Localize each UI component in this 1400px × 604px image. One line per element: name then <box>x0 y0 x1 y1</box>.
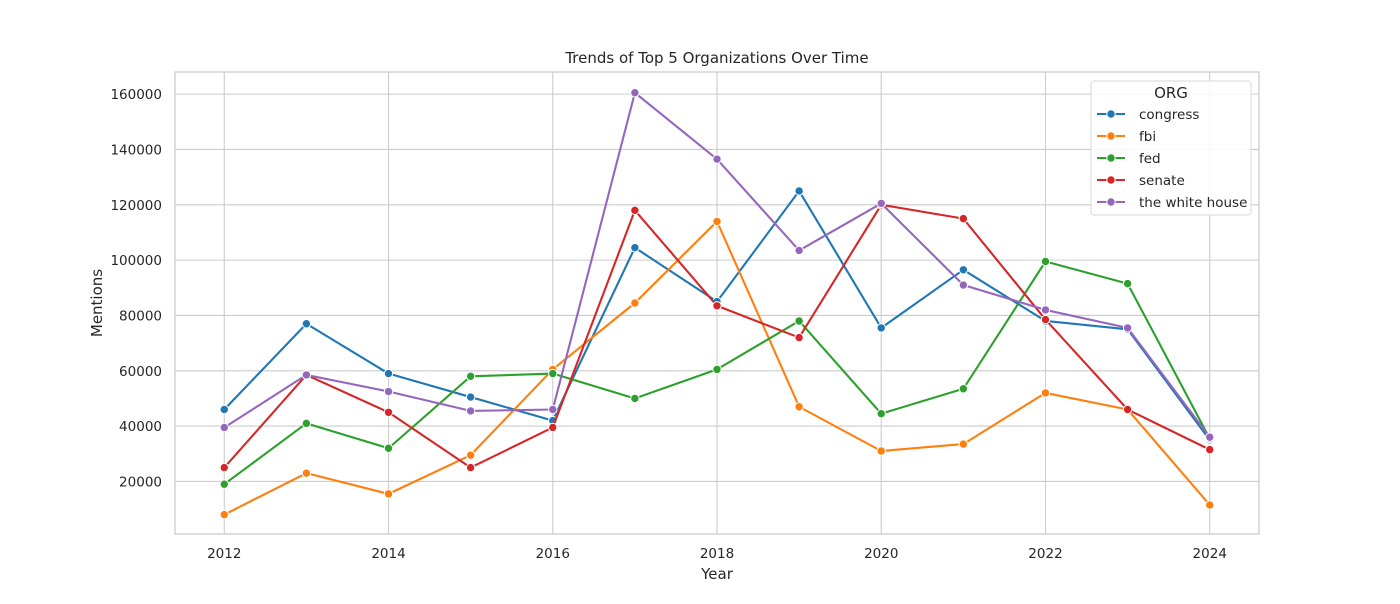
y-tick-label: 40000 <box>119 419 162 435</box>
x-tick-label: 2020 <box>864 546 898 562</box>
legend-marker <box>1106 153 1116 163</box>
legend-marker <box>1106 197 1116 207</box>
data-point <box>465 392 476 402</box>
legend-items: congress fbi fed senate the white house <box>1097 107 1247 211</box>
data-point <box>301 319 312 329</box>
data-point <box>794 402 804 412</box>
y-tick-label: 100000 <box>110 253 162 269</box>
legend-item: senate <box>1097 173 1185 189</box>
legend-label: senate <box>1139 173 1185 189</box>
legend-label: fbi <box>1139 129 1156 145</box>
legend-label: the white house <box>1139 195 1247 211</box>
data-point <box>1040 256 1051 267</box>
data-point <box>1205 444 1215 455</box>
x-tick-label: 2024 <box>1193 546 1227 562</box>
data-point <box>465 462 476 473</box>
data-point <box>794 316 804 326</box>
axis-ticks: 2012 2014 2016 2018 2020 2022 2024 20000 40000 60… <box>110 87 1226 562</box>
data-point <box>712 216 722 227</box>
data-point <box>794 245 804 256</box>
data-point <box>1122 323 1133 333</box>
y-tick-label: 140000 <box>110 142 162 158</box>
data-point <box>794 186 804 196</box>
legend-item: fbi <box>1097 129 1156 145</box>
y-tick-label: 20000 <box>119 474 162 490</box>
data-point <box>383 443 394 453</box>
x-tick-label: 2022 <box>1028 546 1062 562</box>
data-point <box>1205 432 1215 442</box>
data-point <box>465 371 476 382</box>
data-point <box>548 368 558 379</box>
y-tick-label: 60000 <box>119 364 162 380</box>
data-point <box>712 154 722 164</box>
data-point <box>548 422 558 433</box>
data-point <box>301 468 312 478</box>
data-point <box>630 242 640 253</box>
plot-frame <box>174 71 1260 535</box>
legend-item: the white house <box>1097 195 1247 211</box>
data-point <box>383 386 394 397</box>
data-point <box>794 332 804 343</box>
legend-label: congress <box>1139 107 1199 123</box>
data-point <box>465 450 476 460</box>
legend: ORG congress fbi fed senate the white house <box>1090 80 1252 216</box>
data-point <box>1040 314 1051 325</box>
y-tick-label: 160000 <box>110 87 162 103</box>
data-point <box>219 462 229 473</box>
legend-marker <box>1106 109 1116 119</box>
data-point <box>876 198 886 209</box>
x-tick-label: 2018 <box>700 546 734 562</box>
data-point <box>1040 305 1051 315</box>
data-point <box>383 368 394 379</box>
data-point <box>958 384 969 394</box>
legend-title: ORG <box>1154 84 1188 102</box>
data-point <box>876 446 886 456</box>
data-point <box>630 205 640 216</box>
y-axis-label: Mentions <box>88 269 106 337</box>
legend-box <box>1090 80 1252 216</box>
data-point <box>876 408 886 419</box>
x-tick-label: 2014 <box>371 546 405 562</box>
data-point <box>712 364 722 375</box>
legend-marker <box>1106 175 1116 185</box>
data-point <box>1122 404 1133 415</box>
series-lines <box>219 88 1215 520</box>
data-point <box>219 509 229 520</box>
chart-title: Trends of Top 5 Organizations Over Time <box>564 49 868 67</box>
y-tick-label: 80000 <box>119 308 162 324</box>
data-point <box>958 280 969 290</box>
data-point <box>219 422 229 433</box>
data-point <box>1122 278 1133 289</box>
data-point <box>630 298 640 308</box>
data-point <box>958 213 969 224</box>
data-point <box>548 404 558 415</box>
series-fed <box>219 256 1215 489</box>
data-point <box>301 370 312 380</box>
data-point <box>383 489 394 499</box>
data-point <box>876 323 886 333</box>
data-point <box>1205 500 1215 510</box>
x-tick-label: 2012 <box>207 546 241 562</box>
data-point <box>301 418 312 429</box>
x-axis-label: Year <box>700 565 734 583</box>
legend-item: congress <box>1097 107 1199 123</box>
data-point <box>630 393 640 404</box>
series-the-white-house <box>219 88 1215 442</box>
data-point <box>383 407 394 417</box>
data-point <box>465 406 476 416</box>
legend-marker <box>1106 131 1116 141</box>
data-point <box>630 88 640 98</box>
data-point <box>958 439 969 449</box>
x-tick-label: 2016 <box>536 546 570 562</box>
legend-label: fed <box>1139 151 1161 167</box>
data-point <box>219 404 229 415</box>
legend-item: fed <box>1097 151 1161 167</box>
data-point <box>219 479 229 489</box>
data-point <box>712 301 722 311</box>
y-tick-label: 120000 <box>110 198 162 214</box>
data-point <box>1040 388 1051 398</box>
data-point <box>958 265 969 275</box>
